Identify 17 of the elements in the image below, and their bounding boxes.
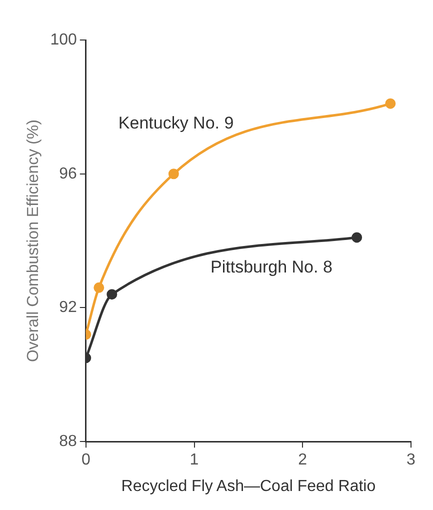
y-axis-title: Overall Combustion Efficiency (%)	[25, 120, 42, 362]
x-tick-label: 0	[81, 452, 90, 469]
point	[352, 232, 362, 243]
series-label: Pittsburgh No. 8	[210, 257, 332, 276]
y-tick-label: 88	[59, 433, 77, 450]
y-tick-label: 96	[59, 165, 77, 182]
point	[168, 168, 179, 180]
x-tick-label: 2	[298, 452, 308, 469]
y-tick-label: 100	[50, 31, 77, 48]
x-tick-label: 1	[190, 452, 199, 469]
point	[385, 98, 396, 109]
series-label: Kentucky No. 9	[118, 113, 234, 132]
x-tick-label: 3	[406, 452, 416, 469]
y-tick-label: 92	[59, 299, 77, 316]
point	[94, 282, 104, 293]
point	[106, 289, 118, 300]
x-axis-title: Recycled Fly Ash—Coal Feed Ratio	[121, 478, 376, 495]
